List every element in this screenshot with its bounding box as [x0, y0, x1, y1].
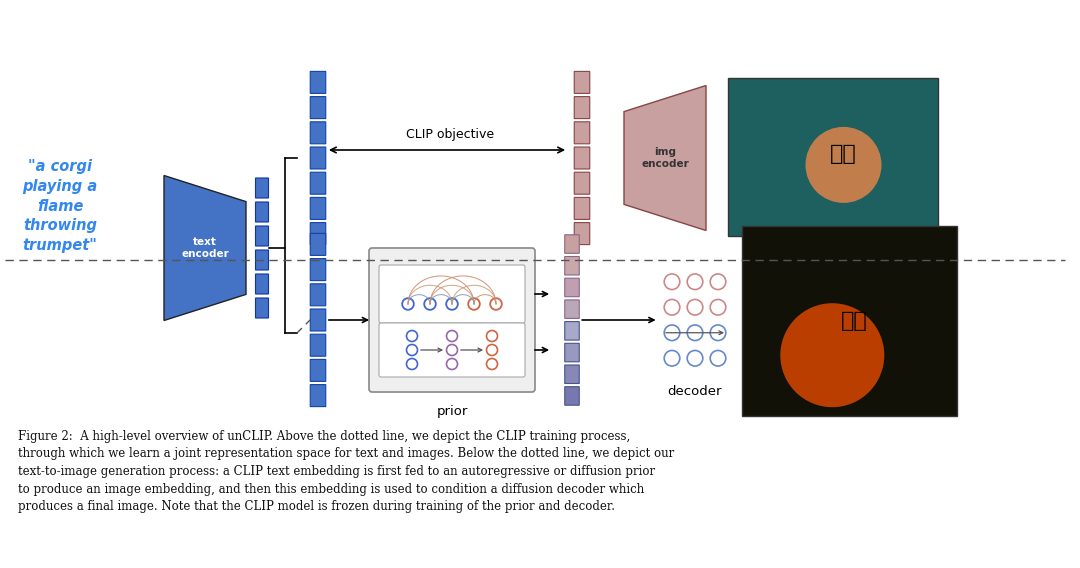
Circle shape — [424, 298, 436, 310]
FancyBboxPatch shape — [575, 198, 590, 219]
Text: text
encoder: text encoder — [181, 237, 229, 259]
FancyBboxPatch shape — [575, 172, 590, 194]
Circle shape — [402, 298, 414, 310]
Circle shape — [711, 274, 726, 290]
Circle shape — [664, 325, 679, 341]
FancyBboxPatch shape — [565, 387, 579, 405]
Circle shape — [664, 274, 679, 290]
Text: "a corgi
playing a
flame
throwing
trumpet": "a corgi playing a flame throwing trumpe… — [23, 159, 97, 253]
FancyBboxPatch shape — [310, 72, 326, 93]
Polygon shape — [164, 176, 246, 320]
FancyBboxPatch shape — [575, 122, 590, 144]
FancyBboxPatch shape — [575, 147, 590, 169]
Circle shape — [664, 350, 679, 366]
Circle shape — [406, 345, 418, 356]
Text: 🐕🎺: 🐕🎺 — [840, 311, 867, 331]
FancyBboxPatch shape — [310, 97, 326, 119]
FancyBboxPatch shape — [310, 258, 326, 281]
FancyBboxPatch shape — [310, 198, 326, 219]
FancyBboxPatch shape — [310, 284, 326, 306]
Polygon shape — [624, 86, 706, 231]
Circle shape — [406, 358, 418, 370]
FancyBboxPatch shape — [256, 250, 269, 270]
Text: prior: prior — [436, 405, 468, 418]
Circle shape — [711, 299, 726, 315]
FancyBboxPatch shape — [565, 235, 579, 253]
Circle shape — [486, 358, 498, 370]
Circle shape — [687, 274, 703, 290]
Circle shape — [781, 303, 885, 407]
FancyBboxPatch shape — [369, 248, 535, 392]
Circle shape — [446, 358, 458, 370]
Circle shape — [406, 331, 418, 341]
FancyBboxPatch shape — [565, 365, 579, 383]
Text: decoder: decoder — [667, 385, 723, 398]
Circle shape — [469, 298, 480, 310]
FancyBboxPatch shape — [379, 265, 525, 323]
FancyBboxPatch shape — [310, 309, 326, 331]
FancyBboxPatch shape — [310, 385, 326, 407]
Bar — [728, 78, 939, 236]
Circle shape — [486, 331, 498, 341]
Circle shape — [687, 299, 703, 315]
FancyBboxPatch shape — [310, 122, 326, 144]
Text: CLIP objective: CLIP objective — [406, 128, 494, 141]
Circle shape — [711, 350, 726, 366]
Text: 🐕🎺: 🐕🎺 — [831, 144, 856, 164]
FancyBboxPatch shape — [565, 300, 579, 319]
FancyBboxPatch shape — [256, 178, 269, 198]
Circle shape — [687, 350, 703, 366]
Circle shape — [446, 298, 458, 310]
FancyBboxPatch shape — [575, 223, 590, 245]
FancyBboxPatch shape — [256, 298, 269, 318]
Circle shape — [664, 299, 679, 315]
FancyBboxPatch shape — [565, 278, 579, 296]
FancyBboxPatch shape — [310, 223, 326, 245]
Text: Figure 2:  A high-level overview of unCLIP. Above the dotted line, we depict the: Figure 2: A high-level overview of unCLI… — [18, 430, 674, 513]
Circle shape — [446, 331, 458, 341]
FancyBboxPatch shape — [310, 147, 326, 169]
Circle shape — [711, 325, 726, 341]
FancyBboxPatch shape — [310, 360, 326, 381]
Circle shape — [446, 345, 458, 356]
FancyBboxPatch shape — [565, 321, 579, 340]
FancyBboxPatch shape — [256, 226, 269, 246]
FancyBboxPatch shape — [575, 97, 590, 119]
FancyBboxPatch shape — [565, 257, 579, 275]
Circle shape — [806, 127, 881, 203]
FancyBboxPatch shape — [310, 233, 326, 256]
FancyBboxPatch shape — [565, 343, 579, 362]
FancyBboxPatch shape — [379, 323, 525, 377]
FancyBboxPatch shape — [575, 72, 590, 93]
Text: img
encoder: img encoder — [642, 147, 689, 169]
FancyBboxPatch shape — [256, 202, 269, 222]
Bar — [742, 226, 957, 416]
Circle shape — [490, 298, 502, 310]
Circle shape — [486, 345, 498, 356]
FancyBboxPatch shape — [310, 334, 326, 356]
Circle shape — [687, 325, 703, 341]
FancyBboxPatch shape — [256, 274, 269, 294]
FancyBboxPatch shape — [310, 172, 326, 194]
